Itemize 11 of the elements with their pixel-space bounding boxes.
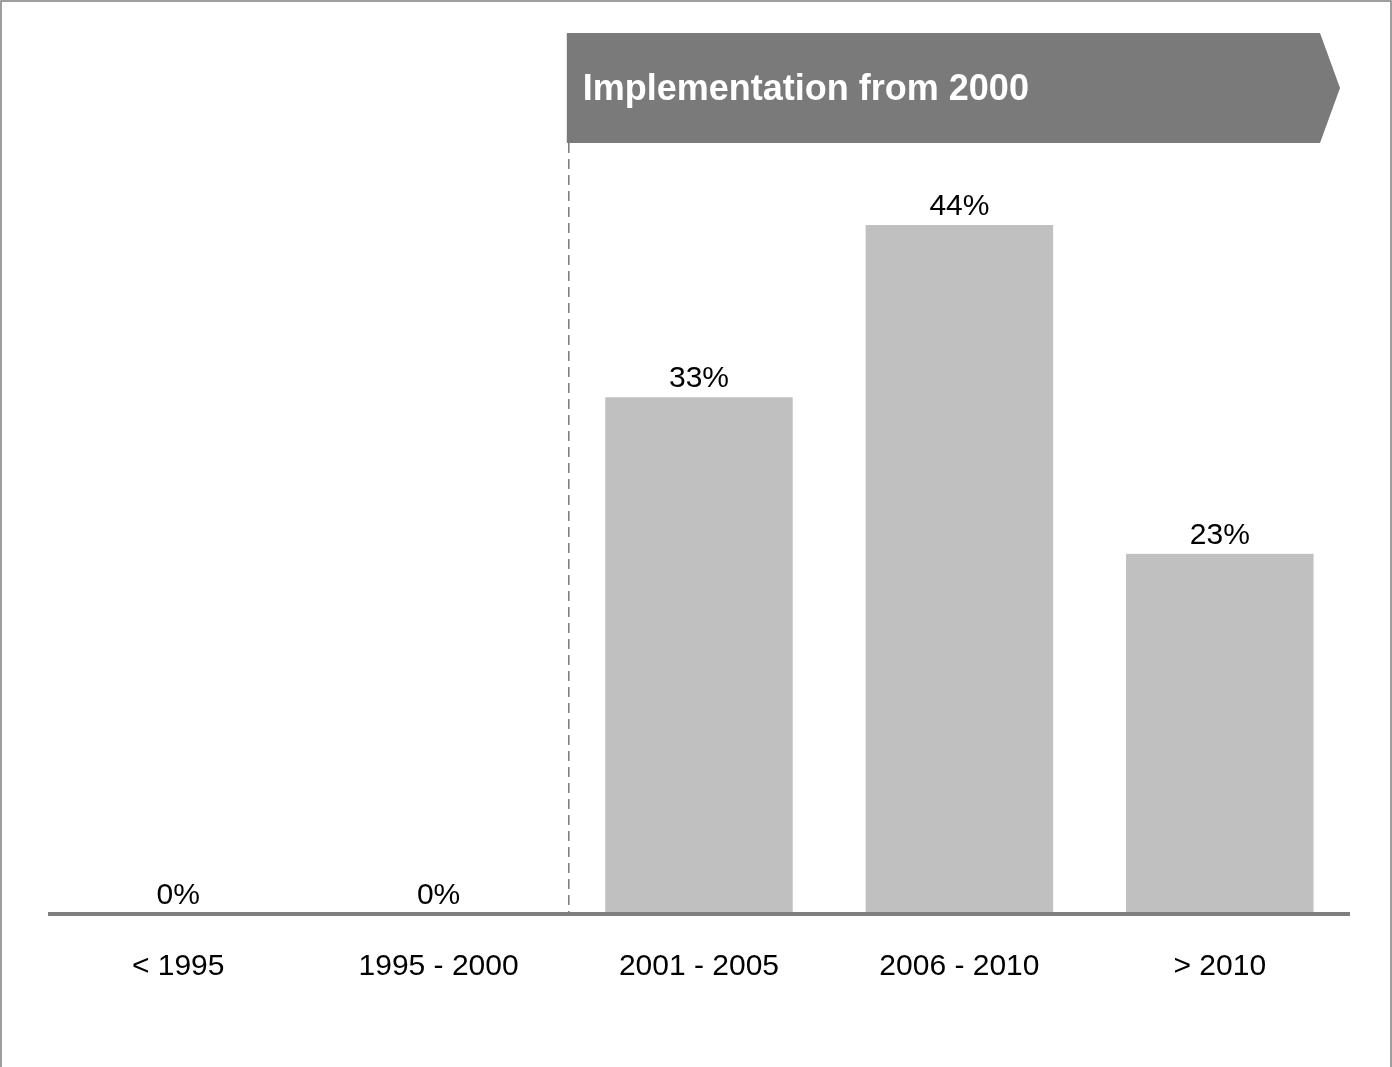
data-label: 0%	[156, 877, 200, 910]
x-tick-label: > 2010	[1173, 948, 1267, 981]
x-tick-label: < 1995	[131, 948, 225, 981]
text: Implementation from 2000	[582, 67, 1029, 108]
data-label: 0%	[416, 877, 461, 910]
data-label: 44%	[929, 188, 990, 221]
x-tick-label: 2006 - 2010	[879, 948, 1040, 981]
data-label: 23%	[1189, 516, 1250, 550]
x-tick-label: 1995 - 2000	[358, 948, 519, 981]
data-label: 33%	[668, 360, 730, 394]
x-tick-label: 2001 - 2005	[618, 948, 780, 981]
